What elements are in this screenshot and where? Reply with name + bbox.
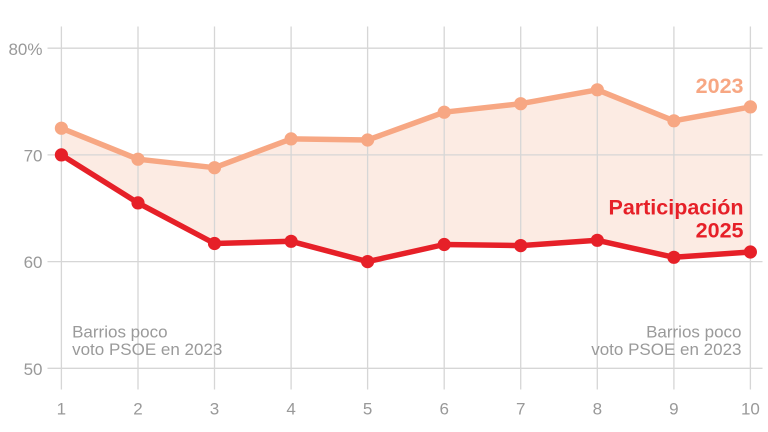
svg-text:Barrios poco: Barrios poco (72, 322, 167, 341)
svg-text:80%: 80% (8, 40, 42, 59)
svg-text:4: 4 (286, 400, 295, 419)
svg-text:Participación: Participación (608, 195, 743, 219)
svg-text:9: 9 (669, 400, 678, 419)
svg-text:5: 5 (363, 400, 372, 419)
svg-text:voto PSOE en 2023: voto PSOE en 2023 (72, 340, 222, 359)
svg-text:70: 70 (24, 147, 43, 166)
svg-text:7: 7 (516, 400, 525, 419)
svg-text:50: 50 (24, 360, 43, 379)
svg-text:2: 2 (133, 400, 142, 419)
svg-text:1: 1 (57, 400, 66, 419)
svg-text:voto PSOE en 2023: voto PSOE en 2023 (591, 340, 741, 359)
svg-text:Barrios poco: Barrios poco (646, 322, 741, 341)
svg-text:60: 60 (24, 253, 43, 272)
svg-text:2023: 2023 (696, 74, 744, 98)
svg-text:3: 3 (210, 400, 219, 419)
svg-text:8: 8 (593, 400, 602, 419)
svg-text:6: 6 (439, 400, 448, 419)
svg-text:10: 10 (741, 400, 760, 419)
svg-text:2025: 2025 (696, 219, 744, 243)
